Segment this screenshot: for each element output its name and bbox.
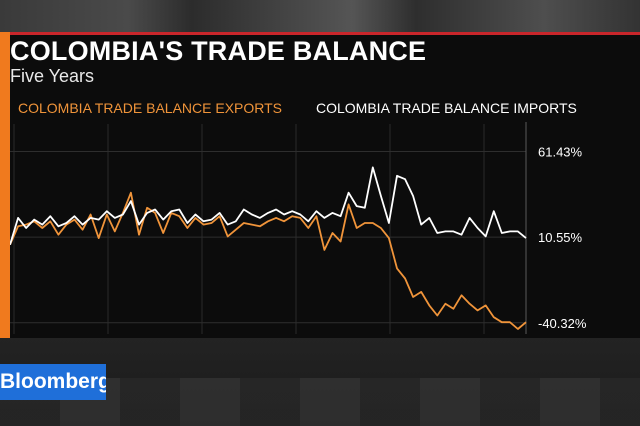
background-top	[0, 0, 640, 36]
chart-title: COLOMBIA'S TRADE BALANCE	[10, 36, 427, 66]
chart-panel	[10, 34, 640, 338]
legend-exports: COLOMBIA TRADE BALANCE EXPORTS	[18, 100, 283, 116]
series-line-exports	[10, 191, 527, 330]
y-tick-label: 10.55%	[538, 230, 583, 245]
y-tick-label: -40.32%	[538, 316, 587, 331]
line-chart: 61.43% 10.55% -40.32%	[10, 122, 587, 334]
bloomberg-logo: Bloomberg	[0, 364, 106, 400]
legend-imports: COLOMBIA TRADE BALANCE IMPORTS	[316, 100, 577, 116]
background-bottom	[0, 338, 640, 426]
series-line-imports	[10, 166, 527, 246]
chart-subtitle: Five Years	[10, 66, 95, 86]
header-rule	[10, 32, 640, 35]
accent-bar	[0, 32, 10, 338]
y-tick-label: 61.43%	[538, 145, 583, 160]
